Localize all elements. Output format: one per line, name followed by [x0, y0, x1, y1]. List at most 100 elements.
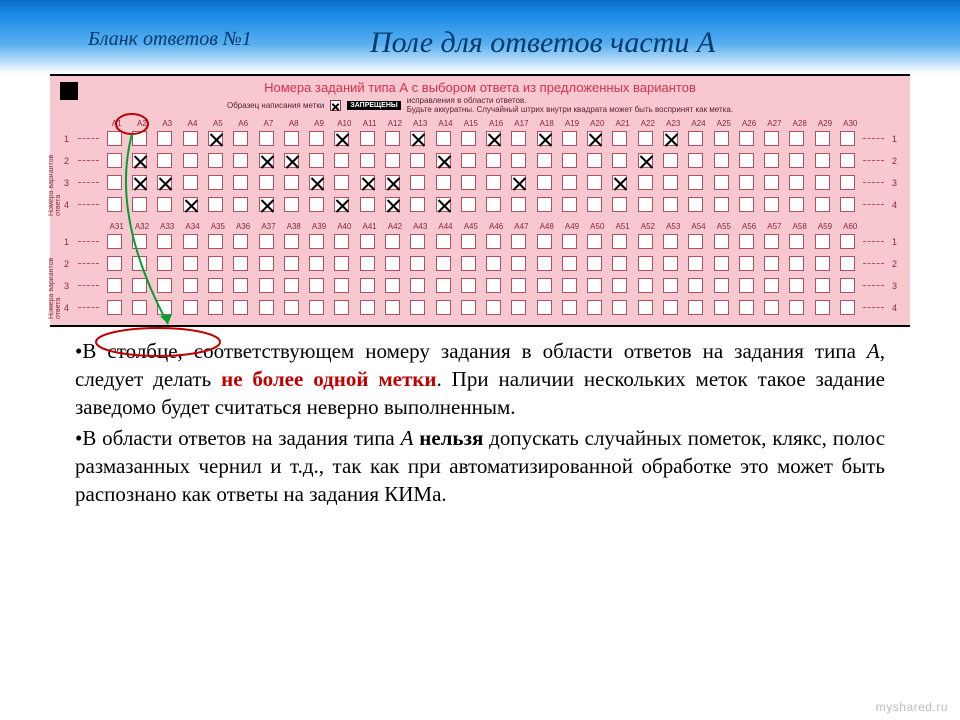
answer-cell [309, 300, 324, 315]
answer-cell [360, 234, 375, 249]
answer-cell [107, 175, 122, 190]
answer-cell [157, 234, 172, 249]
row-dash [78, 182, 99, 183]
sample-row: Образец написания метки ЗАПРЕЩЕНЫ исправ… [58, 97, 902, 115]
registration-mark [60, 82, 78, 100]
answer-cell [789, 197, 804, 212]
answer-cell [334, 278, 349, 293]
answer-cell [537, 278, 552, 293]
answer-cell [410, 278, 425, 293]
row-cells [102, 278, 860, 293]
col-header: A56 [736, 222, 761, 231]
answer-cell [208, 153, 223, 168]
answer-cell [183, 256, 198, 271]
col-header: A55 [711, 222, 736, 231]
answer-cell [107, 153, 122, 168]
answer-cell [764, 256, 779, 271]
answer-cell [436, 197, 451, 212]
col-header: A26 [736, 119, 761, 128]
answer-cell [739, 300, 754, 315]
answer-cell [183, 153, 198, 168]
row-dash [863, 307, 884, 308]
answer-cell [183, 278, 198, 293]
answer-cell [714, 256, 729, 271]
col-header: A60 [838, 222, 863, 231]
answer-cell [562, 153, 577, 168]
form-title: Номера заданий типа А с выбором ответа и… [58, 80, 902, 95]
sample-mark-icon [330, 100, 341, 111]
answer-cell [107, 197, 122, 212]
answer-cell [612, 300, 627, 315]
col-header: A4 [180, 119, 205, 128]
answer-cell [789, 300, 804, 315]
answer-cell [638, 175, 653, 190]
col-header: A43 [408, 222, 433, 231]
col-header: A29 [812, 119, 837, 128]
answer-cell [259, 256, 274, 271]
answer-cell [764, 131, 779, 146]
header-left-title: Бланк ответов №1 [88, 28, 252, 51]
row-dash [78, 138, 99, 139]
row-cells [102, 197, 860, 212]
answer-cell [764, 300, 779, 315]
answer-cell [132, 175, 147, 190]
answer-cell [587, 300, 602, 315]
answer-cell [587, 153, 602, 168]
answer-cell [663, 256, 678, 271]
col-header: A57 [762, 222, 787, 231]
answer-cell [233, 197, 248, 212]
answer-cell [360, 175, 375, 190]
answer-cell [208, 175, 223, 190]
answer-cell [461, 153, 476, 168]
answer-cell [309, 278, 324, 293]
grid-row: 44 [58, 194, 902, 216]
answer-cell [157, 153, 172, 168]
col-header: A37 [256, 222, 281, 231]
col-header: A54 [686, 222, 711, 231]
grid-row: 11 [58, 128, 902, 150]
grid-row: 33 [58, 275, 902, 297]
col-header: A13 [408, 119, 433, 128]
answer-cell [132, 234, 147, 249]
col-header: A49 [559, 222, 584, 231]
answer-cell [815, 234, 830, 249]
answer-cell [739, 256, 754, 271]
answer-cell [840, 153, 855, 168]
col-header: A20 [585, 119, 610, 128]
row-num-left: 1 [58, 237, 75, 247]
answer-cell [562, 278, 577, 293]
answer-cell [259, 197, 274, 212]
col-header: A28 [787, 119, 812, 128]
row-num-right: 3 [887, 178, 902, 188]
answer-cell [410, 197, 425, 212]
col-header: A41 [357, 222, 382, 231]
answer-cell [511, 153, 526, 168]
body-text: •В столбце, соответствующем номеру задан… [75, 337, 885, 509]
col-header: A58 [787, 222, 812, 231]
answer-cell [309, 153, 324, 168]
answer-cell [511, 131, 526, 146]
paragraph-2: •В области ответов на задания типа А нел… [75, 424, 885, 509]
answer-cell [233, 175, 248, 190]
answer-cell [840, 197, 855, 212]
answer-cell [334, 175, 349, 190]
answer-cell [486, 234, 501, 249]
answer-cell [259, 175, 274, 190]
answer-cell [259, 234, 274, 249]
answer-cell [385, 175, 400, 190]
answer-cell [764, 197, 779, 212]
answer-cell [587, 256, 602, 271]
answer-cell [739, 278, 754, 293]
answer-cell [461, 131, 476, 146]
row-num-right: 4 [887, 303, 902, 313]
answer-cell [486, 300, 501, 315]
answer-cell [789, 131, 804, 146]
answer-cell [739, 197, 754, 212]
answer-cell [461, 175, 476, 190]
col-header: A19 [559, 119, 584, 128]
answer-cell [663, 175, 678, 190]
answer-cell [157, 278, 172, 293]
answer-cell [360, 131, 375, 146]
answer-cell [208, 278, 223, 293]
answer-form: Номера заданий типа А с выбором ответа и… [50, 74, 910, 327]
